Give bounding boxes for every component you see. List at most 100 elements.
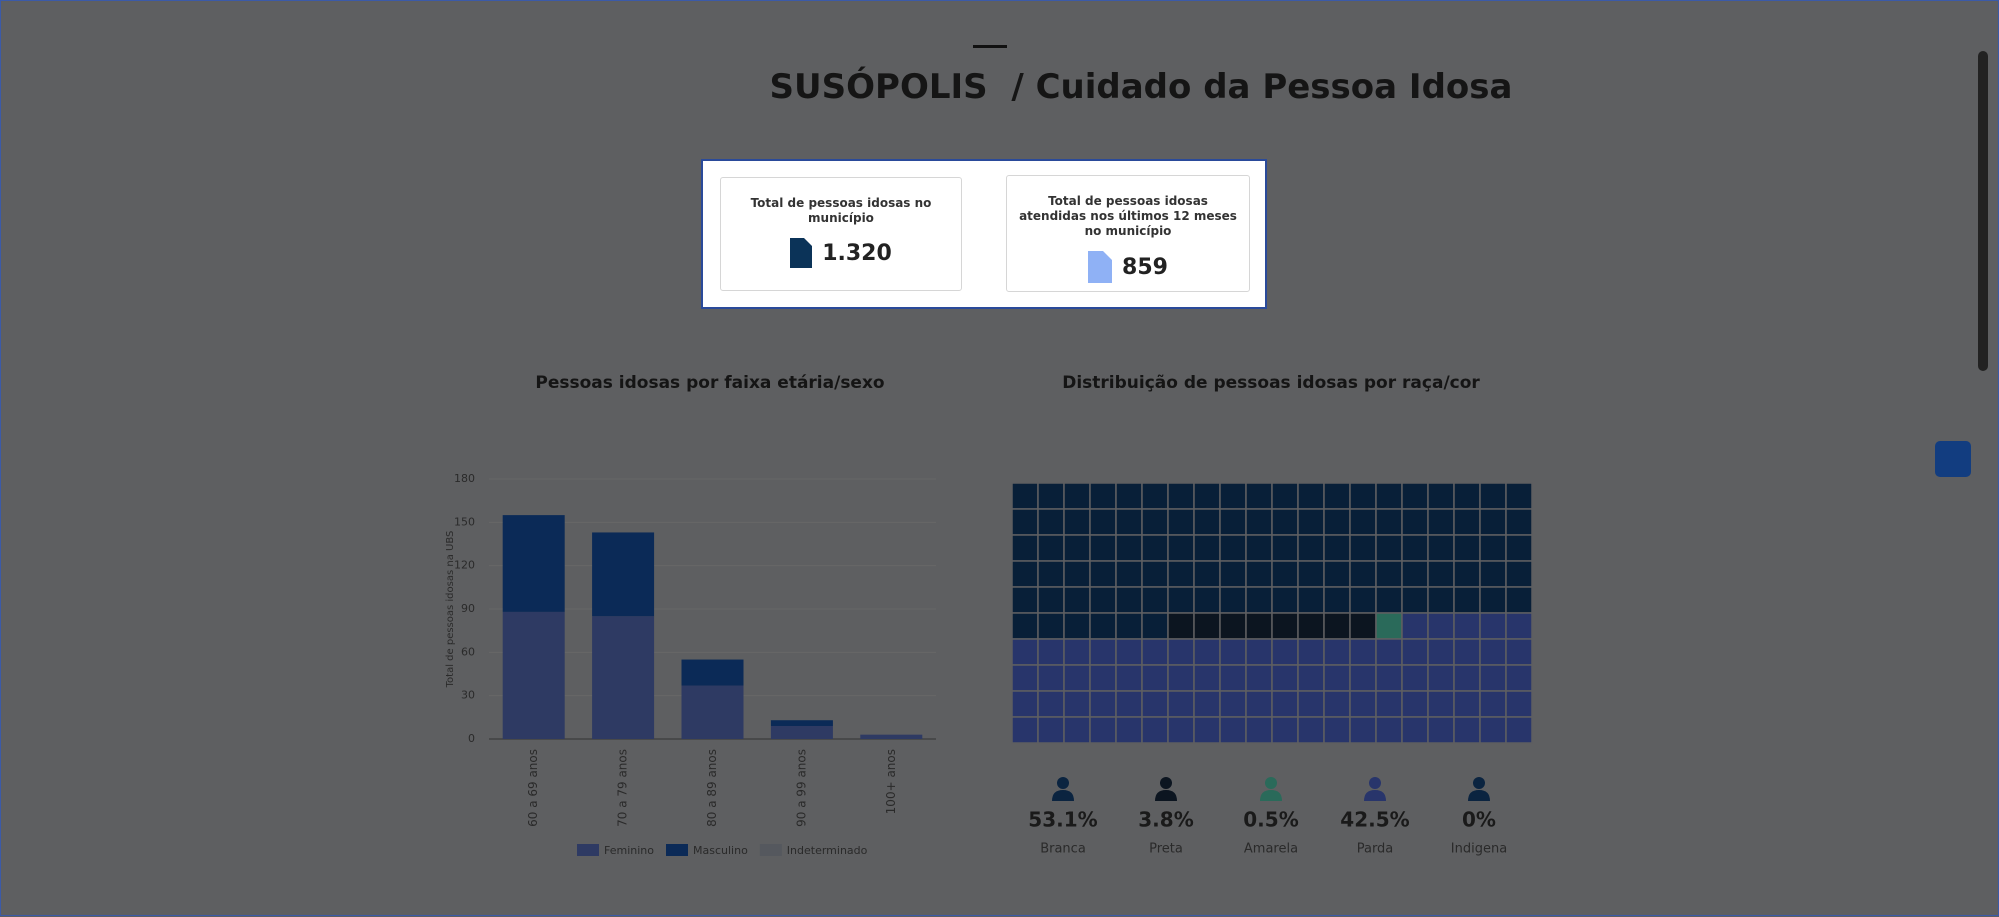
waffle-cell — [1271, 716, 1299, 744]
waffle-cell — [1375, 612, 1403, 640]
waffle-cell — [1453, 482, 1481, 510]
person-icon — [1160, 777, 1172, 789]
waffle-cell — [1193, 690, 1221, 718]
waffle-cell — [1193, 638, 1221, 666]
waffle-cell — [1427, 508, 1455, 536]
waffle-cell — [1193, 482, 1221, 510]
waffle-cell — [1505, 716, 1533, 744]
waffle-cell — [1271, 638, 1299, 666]
scrollbar[interactable] — [1978, 51, 1988, 371]
waffle-cell — [1427, 638, 1455, 666]
waffle-cell — [1245, 508, 1273, 536]
waffle-cell — [1453, 664, 1481, 692]
waffle-cell — [1141, 508, 1169, 536]
waffle-cell — [1375, 638, 1403, 666]
waffle-cell — [1401, 716, 1429, 744]
waffle-cell — [1375, 690, 1403, 718]
waffle-cell — [1089, 560, 1117, 588]
person-icon — [1473, 777, 1485, 789]
waffle-cell — [1245, 482, 1273, 510]
waffle-cell — [1505, 560, 1533, 588]
person-icon — [1052, 790, 1074, 801]
waffle-cell — [1089, 586, 1117, 614]
waffle-cell — [1167, 586, 1195, 614]
waffle-cell — [1323, 638, 1351, 666]
waffle-cell — [1271, 612, 1299, 640]
waffle-cell — [1401, 690, 1429, 718]
waffle-cell — [1323, 664, 1351, 692]
waffle-cell — [1115, 664, 1143, 692]
waffle-cell — [1349, 482, 1377, 510]
waffle-cell — [1479, 690, 1507, 718]
waffle-cell — [1011, 586, 1039, 614]
card-value: 859 — [1007, 251, 1249, 283]
waffle-cell — [1063, 664, 1091, 692]
waffle-cell — [1323, 534, 1351, 562]
waffle-cell — [1505, 508, 1533, 536]
waffle-cell — [1505, 534, 1533, 562]
waffle-cell — [1063, 560, 1091, 588]
waffle-cell — [1193, 612, 1221, 640]
waffle-cell — [1011, 638, 1039, 666]
waffle-category: Indigena — [1451, 842, 1507, 857]
waffle-cell — [1141, 638, 1169, 666]
waffle-cell — [1115, 612, 1143, 640]
waffle-cell — [1193, 716, 1221, 744]
card-value: 1.320 — [721, 238, 961, 268]
waffle-cell — [1219, 534, 1247, 562]
y-tick-label: 30 — [461, 689, 475, 702]
waffle-cell — [1011, 560, 1039, 588]
waffle-cell — [1167, 690, 1195, 718]
waffle-cell — [1479, 482, 1507, 510]
person-icon — [1265, 777, 1277, 789]
waffle-cell — [1349, 560, 1377, 588]
waffle-cell — [1089, 664, 1117, 692]
card: Total de pessoas idosas no município 1.3… — [720, 177, 962, 291]
waffle-cell — [1115, 690, 1143, 718]
waffle-cell — [1323, 716, 1351, 744]
person-icon — [1364, 790, 1386, 801]
page-title: SUSÓPOLIS / Cuidado da Pessoa Idosa — [769, 67, 1513, 107]
legend-swatch — [666, 844, 688, 856]
waffle-cell — [1401, 482, 1429, 510]
waffle-percent: 42.5% — [1340, 808, 1409, 832]
waffle-cell — [1401, 534, 1429, 562]
waffle-cell — [1427, 482, 1455, 510]
waffle-cell — [1037, 690, 1065, 718]
waffle-cell — [1297, 664, 1325, 692]
waffle-cell — [1037, 534, 1065, 562]
legend-label: Feminino — [604, 844, 654, 857]
person-icon — [1057, 777, 1069, 789]
chart-title: Pessoas idosas por faixa etária/sexo — [535, 373, 884, 393]
waffle-cell — [1011, 690, 1039, 718]
waffle-cell — [1453, 534, 1481, 562]
waffle-cell — [1297, 560, 1325, 588]
waffle-cell — [1349, 690, 1377, 718]
waffle-cell — [1297, 612, 1325, 640]
waffle-cell — [1271, 664, 1299, 692]
x-tick-label: 60 a 69 anos — [526, 749, 540, 827]
card-title: Total de pessoas idosas atendidas nos úl… — [1019, 194, 1237, 238]
y-tick-label: 90 — [461, 602, 475, 615]
waffle-cell — [1427, 560, 1455, 588]
waffle-cell — [1089, 716, 1117, 744]
waffle-cell — [1505, 664, 1533, 692]
waffle-cell — [1505, 586, 1533, 614]
waffle-cell — [1063, 638, 1091, 666]
accessibility-button[interactable] — [1935, 441, 1971, 477]
x-tick-label: 80 a 89 anos — [705, 749, 719, 827]
waffle-cell — [1063, 508, 1091, 536]
waffle-cell — [1063, 716, 1091, 744]
waffle-cell — [1141, 664, 1169, 692]
waffle-cell — [1141, 534, 1169, 562]
waffle-cell — [1141, 690, 1169, 718]
card-number: 1.320 — [822, 240, 892, 266]
waffle-category: Branca — [1040, 842, 1086, 857]
waffle-cell — [1375, 534, 1403, 562]
waffle-cell — [1349, 664, 1377, 692]
waffle-cell — [1427, 664, 1455, 692]
waffle-cell — [1297, 586, 1325, 614]
waffle-cell — [1245, 534, 1273, 562]
bar-segment — [681, 685, 744, 739]
waffle-cell — [1271, 482, 1299, 510]
